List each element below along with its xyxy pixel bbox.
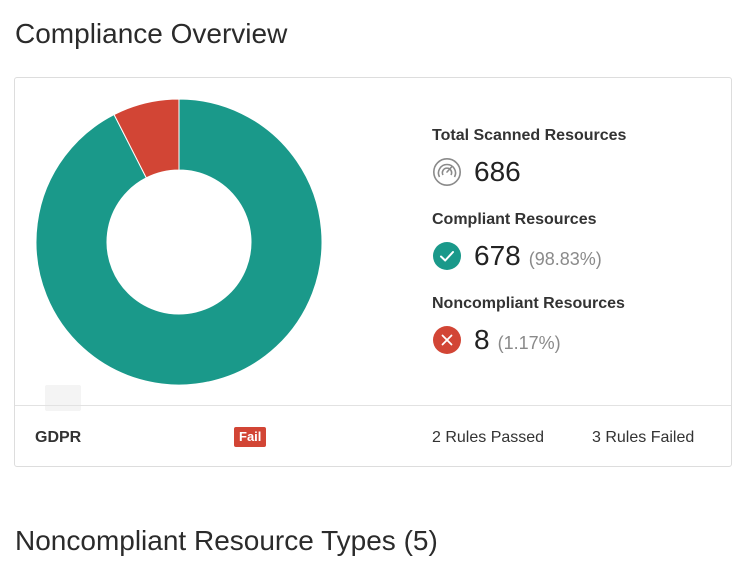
donut-slice-compliant[interactable] [35,98,323,386]
stat-noncompliant-row: 8 (1.17%) [432,324,561,356]
stats-panel: Total Scanned Resources 686 Compliant Re… [432,126,722,378]
stat-total-value: 686 [474,156,521,187]
compliance-donut-chart [35,98,323,386]
standard-name[interactable]: GDPR [35,429,82,446]
rules-failed: 3 Rules Failed [592,429,695,446]
stat-noncompliant-value: 8 [474,324,490,355]
chart-tooltip-placeholder [45,385,81,411]
stat-compliant-percent: (98.83%) [528,248,602,269]
section-title: Noncompliant Resource Types (5) [15,525,438,556]
card-footer: GDPR Fail 2 Rules Passed 3 Rules Failed [15,405,731,468]
stat-compliant-label: Compliant Resources [432,211,597,228]
stat-noncompliant-label: Noncompliant Resources [432,295,625,312]
compliance-card: Total Scanned Resources 686 Compliant Re… [14,77,732,467]
stat-total-label: Total Scanned Resources [432,127,627,144]
status-badge: Fail [234,427,267,447]
stat-noncompliant-percent: (1.17%) [497,332,561,353]
stat-noncompliant: Noncompliant Resources 8 (1.17%) [432,294,722,378]
stat-compliant: Compliant Resources 678 (98.83%) [432,210,722,294]
stat-compliant-row: 678 (98.83%) [432,240,602,272]
donut-svg [35,98,323,386]
gauge-icon [432,157,462,187]
rules-passed: 2 Rules Passed [432,429,545,446]
stat-compliant-value: 678 [474,240,521,271]
donut-slice-noncompliant[interactable] [113,98,180,179]
check-circle-icon [432,241,462,271]
stat-total-row: 686 [432,156,521,188]
stat-total: Total Scanned Resources 686 [432,126,722,210]
page-title: Compliance Overview [15,18,288,49]
x-circle-icon [432,325,462,355]
